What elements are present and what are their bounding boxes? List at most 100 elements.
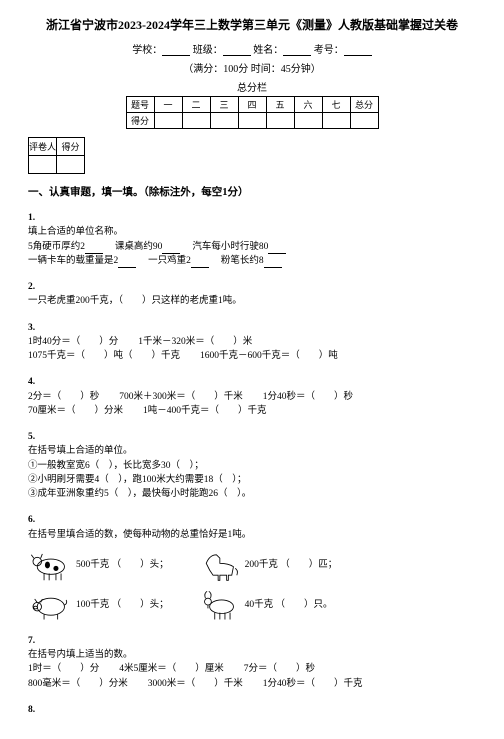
q2-text: 一只老虎重200千克，（ ）只这样的老虎重1吨。 bbox=[28, 294, 476, 308]
name-blank bbox=[283, 45, 311, 56]
score-header-cell: 三 bbox=[210, 97, 238, 113]
q1-num: 1. bbox=[28, 211, 476, 225]
q4-row1: 2分＝（ ）秒 700米＋300米＝（ ）千米 1分40秒＝（ ）秒 bbox=[28, 390, 476, 404]
score-cell bbox=[182, 113, 210, 129]
cow-icon bbox=[28, 548, 72, 582]
q3-row1: 1时40分＝（ ）分 1千米－320米＝（ ）米 bbox=[28, 335, 476, 349]
examno-label: 考号： bbox=[314, 45, 344, 56]
q4-l1b: 700米＋300米＝（ ）千米 bbox=[119, 390, 243, 404]
q1-l3c: 粉笔长约8 bbox=[221, 256, 264, 266]
question-2: 2. 一只老虎重200千克，（ ）只这样的老虎重1吨。 bbox=[28, 280, 476, 309]
q6-cow: 500千克 （ ）头； bbox=[28, 548, 169, 582]
score-cell: 得分 bbox=[126, 113, 154, 129]
q8-num: 8. bbox=[28, 703, 476, 717]
q6-cow-label: 500千克 （ ）头； bbox=[76, 558, 169, 572]
q7-l2b: 3000米＝（ ）千米 bbox=[148, 677, 243, 691]
question-3: 3. 1时40分＝（ ）分 1千米－320米＝（ ）米 1075千克＝（ ）吨（… bbox=[28, 321, 476, 364]
blank bbox=[264, 258, 282, 268]
q4-row2: 70厘米＝（ ）分米 1吨－400千克＝（ ）千克 bbox=[28, 404, 476, 418]
q1-l2c: 汽车每小时行驶80 bbox=[192, 242, 268, 252]
section-1-title: 一、认真审题，填一填。（除标注外，每空1分） bbox=[28, 184, 476, 199]
score-cell bbox=[238, 113, 266, 129]
q5-l2: ②小明刷牙需要4（ ），跑100米大约需要18（ ）； bbox=[28, 473, 476, 487]
q5-num: 5. bbox=[28, 430, 476, 444]
score-header-cell: 总分 bbox=[350, 97, 378, 113]
q5-l1: ①一般教室宽6（ ），长比宽多30（ ）； bbox=[28, 459, 476, 473]
q1-line1: 填上合适的单位名称。 bbox=[28, 225, 476, 239]
school-label: 学校： bbox=[132, 45, 162, 56]
grader-head: 评卷人 bbox=[29, 138, 57, 156]
pig-icon bbox=[28, 588, 72, 622]
q7-l1c: 7分＝（ ）秒 bbox=[244, 662, 315, 676]
q7-row2: 800毫米＝（ ）分米 3000米＝（ ）千米 1分40秒＝（ ）千克 bbox=[28, 677, 476, 691]
grader-cell bbox=[57, 156, 85, 174]
q5-l3: ③成年亚洲象重约5（ ），最快每小时能跑26（ ）。 bbox=[28, 487, 476, 501]
q3-l2a: 1075千克＝（ ）吨（ ）千克 bbox=[28, 349, 180, 363]
q3-l2b: 1600千克－600千克＝（ ）吨 bbox=[200, 349, 338, 363]
grader-cell bbox=[29, 156, 57, 174]
blank bbox=[162, 244, 180, 254]
name-label: 姓名： bbox=[253, 45, 283, 56]
table-row bbox=[29, 156, 85, 174]
grader-table: 评卷人 得分 bbox=[28, 137, 85, 174]
school-blank bbox=[162, 45, 190, 56]
grader-head: 得分 bbox=[57, 138, 85, 156]
score-table-title: 总分栏 bbox=[28, 79, 476, 94]
q1-l3b: 一只鸡重2 bbox=[148, 256, 191, 266]
class-blank bbox=[223, 45, 251, 56]
q7-num: 7. bbox=[28, 634, 476, 648]
score-cell bbox=[322, 113, 350, 129]
q1-l2a: 5角硬币厚约2 bbox=[28, 242, 85, 252]
q6-horse-label: 200千克 （ ）匹； bbox=[245, 558, 338, 572]
student-info-line: 学校： 班级： 姓名： 考号： bbox=[28, 41, 476, 56]
q4-l1c: 1分40秒＝（ ）秒 bbox=[263, 390, 353, 404]
q6-pig: 100千克 （ ）头； bbox=[28, 588, 169, 622]
score-cell bbox=[350, 113, 378, 129]
score-header-cell: 六 bbox=[294, 97, 322, 113]
score-cell bbox=[154, 113, 182, 129]
question-7: 7. 在括号内填上适当的数。 1时＝（ ）分 4米5厘米＝（ ）厘米 7分＝（ … bbox=[28, 634, 476, 691]
q4-l2b: 1吨－400千克＝（ ）千克 bbox=[143, 404, 267, 418]
horse-icon bbox=[197, 548, 241, 582]
score-header-cell: 七 bbox=[322, 97, 350, 113]
q6-row2: 100千克 （ ）头； 40千克 （ ）只。 bbox=[28, 588, 476, 622]
question-6: 6. 在括号里填合适的数，使每种动物的总重恰好是1吨。 500千克 （ ）头； … bbox=[28, 513, 476, 622]
q7-lead: 在括号内填上适当的数。 bbox=[28, 648, 476, 662]
question-1: 1. 填上合适的单位名称。 5角硬币厚约2 课桌高约90 汽车每小时行驶80 一… bbox=[28, 211, 476, 268]
q1-line2: 5角硬币厚约2 课桌高约90 汽车每小时行驶80 bbox=[28, 240, 476, 254]
q3-row2: 1075千克＝（ ）吨（ ）千克 1600千克－600千克＝（ ）吨 bbox=[28, 349, 476, 363]
score-table: 题号 一 二 三 四 五 六 七 总分 得分 bbox=[126, 96, 379, 129]
question-4: 4. 2分＝（ ）秒 700米＋300米＝（ ）千米 1分40秒＝（ ）秒 70… bbox=[28, 375, 476, 418]
blank bbox=[118, 258, 136, 268]
q7-l1b: 4米5厘米＝（ ）厘米 bbox=[119, 662, 224, 676]
blank bbox=[191, 258, 209, 268]
score-header-cell: 二 bbox=[182, 97, 210, 113]
table-row: 评卷人 得分 bbox=[29, 138, 85, 156]
blank bbox=[268, 244, 286, 254]
q7-l2a: 800毫米＝（ ）分米 bbox=[28, 677, 128, 691]
q7-l2c: 1分40秒＝（ ）千克 bbox=[263, 677, 363, 691]
table-row: 题号 一 二 三 四 五 六 七 总分 bbox=[126, 97, 378, 113]
score-header-cell: 一 bbox=[154, 97, 182, 113]
q3-l1a: 1时40分＝（ ）分 bbox=[28, 335, 118, 349]
score-header-cell: 五 bbox=[266, 97, 294, 113]
q3-l1b: 1千米－320米＝（ ）米 bbox=[138, 335, 252, 349]
score-header-cell: 题号 bbox=[126, 97, 154, 113]
goat-icon bbox=[197, 588, 241, 622]
exam-title: 浙江省宁波市2023-2024学年三上数学第三单元《测量》人教版基础掌握过关卷 bbox=[28, 16, 476, 33]
q6-goat: 40千克 （ ）只。 bbox=[197, 588, 333, 622]
question-5: 5. 在括号填上合适的单位。 ①一般教室宽6（ ），长比宽多30（ ）； ②小明… bbox=[28, 430, 476, 501]
blank bbox=[85, 244, 103, 254]
q1-l2b: 课桌高约90 bbox=[115, 242, 163, 252]
score-cell bbox=[294, 113, 322, 129]
q6-goat-label: 40千克 （ ）只。 bbox=[245, 598, 333, 612]
q1-l3a: 一辆卡车的载重量是2 bbox=[28, 256, 118, 266]
q4-l1a: 2分＝（ ）秒 bbox=[28, 390, 99, 404]
q6-lead: 在括号里填合适的数，使每种动物的总重恰好是1吨。 bbox=[28, 528, 476, 542]
question-8: 8. bbox=[28, 703, 476, 717]
q1-line3: 一辆卡车的载重量是2 一只鸡重2 粉笔长约8 bbox=[28, 254, 476, 268]
q6-pig-label: 100千克 （ ）头； bbox=[76, 598, 169, 612]
score-cell bbox=[210, 113, 238, 129]
q6-row1: 500千克 （ ）头； 200千克 （ ）匹； bbox=[28, 548, 476, 582]
q3-num: 3. bbox=[28, 321, 476, 335]
